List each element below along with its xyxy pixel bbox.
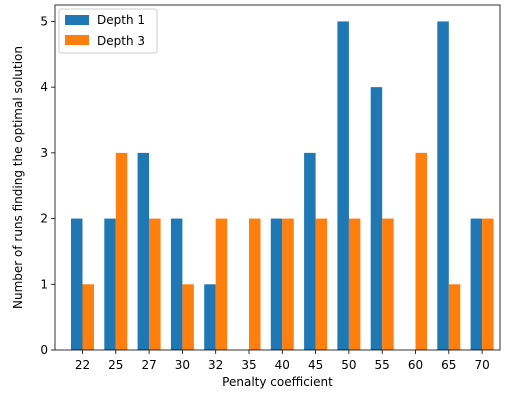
- y-axis-ticks: 0 1 2 3 4 5: [40, 14, 55, 357]
- bar-depth-3-35: [249, 218, 261, 350]
- bar-depth-1-40: [270, 218, 283, 350]
- bar-depth-1-25: [104, 218, 116, 350]
- x-tick-label-50: 50: [341, 358, 356, 372]
- bar-depth-3-25: [115, 152, 128, 350]
- y-tick-label-2: 2: [40, 212, 48, 226]
- axes-layer: [54, 4, 501, 351]
- y-tick-label-4: 4: [40, 80, 48, 94]
- x-tick-label-40: 40: [275, 358, 290, 372]
- y-tick-label-5: 5: [40, 14, 48, 28]
- bar-depth-3-27: [149, 218, 161, 350]
- plot-frame: [54, 4, 501, 351]
- legend-label-depth-3: Depth 3: [97, 34, 145, 48]
- bar-depth-1-32: [204, 284, 216, 350]
- x-tick-label-22: 22: [75, 358, 90, 372]
- x-tick-label-30: 30: [175, 358, 190, 372]
- bar-depth-3-45: [315, 218, 328, 350]
- x-tick-label-27: 27: [141, 358, 156, 372]
- bar-depth-3-40: [282, 218, 294, 350]
- bar-depth-1-65: [437, 21, 449, 351]
- x-tick-label-65: 65: [441, 358, 456, 372]
- bar-depth-3-60: [415, 152, 427, 350]
- legend-swatch-depth-3: [65, 35, 89, 45]
- x-tick-label-55: 55: [375, 358, 390, 372]
- x-tick-label-35: 35: [241, 358, 256, 372]
- x-tick-label-60: 60: [408, 358, 423, 372]
- bar-depth-3-32: [215, 218, 228, 350]
- bar-depth-1-50: [337, 21, 349, 351]
- bar-depth-1-45: [304, 152, 316, 350]
- legend-swatch-depth-1: [65, 15, 89, 25]
- bar-depth-1-22: [71, 218, 83, 350]
- bar-depth-3-50: [348, 218, 361, 350]
- x-axis-label: Penalty coefficient: [222, 375, 333, 389]
- x-tick-label-25: 25: [108, 358, 123, 372]
- bars-layer: [71, 21, 494, 351]
- x-axis-ticks: 22 25 27 30 32 35 40 45 50 55 60 65 70: [75, 350, 490, 372]
- bar-depth-1-55: [370, 87, 383, 351]
- bar-depth-1-70: [470, 218, 483, 350]
- bar-depth-1-30: [170, 218, 183, 350]
- bar-depth-3-70: [482, 218, 494, 350]
- bar-depth-3-55: [382, 218, 394, 350]
- bar-depth-3-30: [182, 284, 194, 350]
- y-tick-label-1: 1: [40, 277, 48, 291]
- x-tick-label-70: 70: [474, 358, 489, 372]
- y-axis-label: Number of runs finding the optimal solut…: [11, 46, 25, 309]
- y-tick-label-3: 3: [40, 146, 48, 160]
- bar-depth-1-27: [137, 152, 150, 350]
- bar-depth-3-65: [448, 284, 461, 350]
- y-tick-label-0: 0: [40, 343, 48, 357]
- legend-label-depth-1: Depth 1: [97, 13, 145, 27]
- x-tick-label-45: 45: [308, 358, 323, 372]
- bar-depth-3-22: [82, 284, 94, 350]
- x-tick-label-32: 32: [208, 358, 223, 372]
- legend: Depth 1 Depth 3: [58, 8, 158, 54]
